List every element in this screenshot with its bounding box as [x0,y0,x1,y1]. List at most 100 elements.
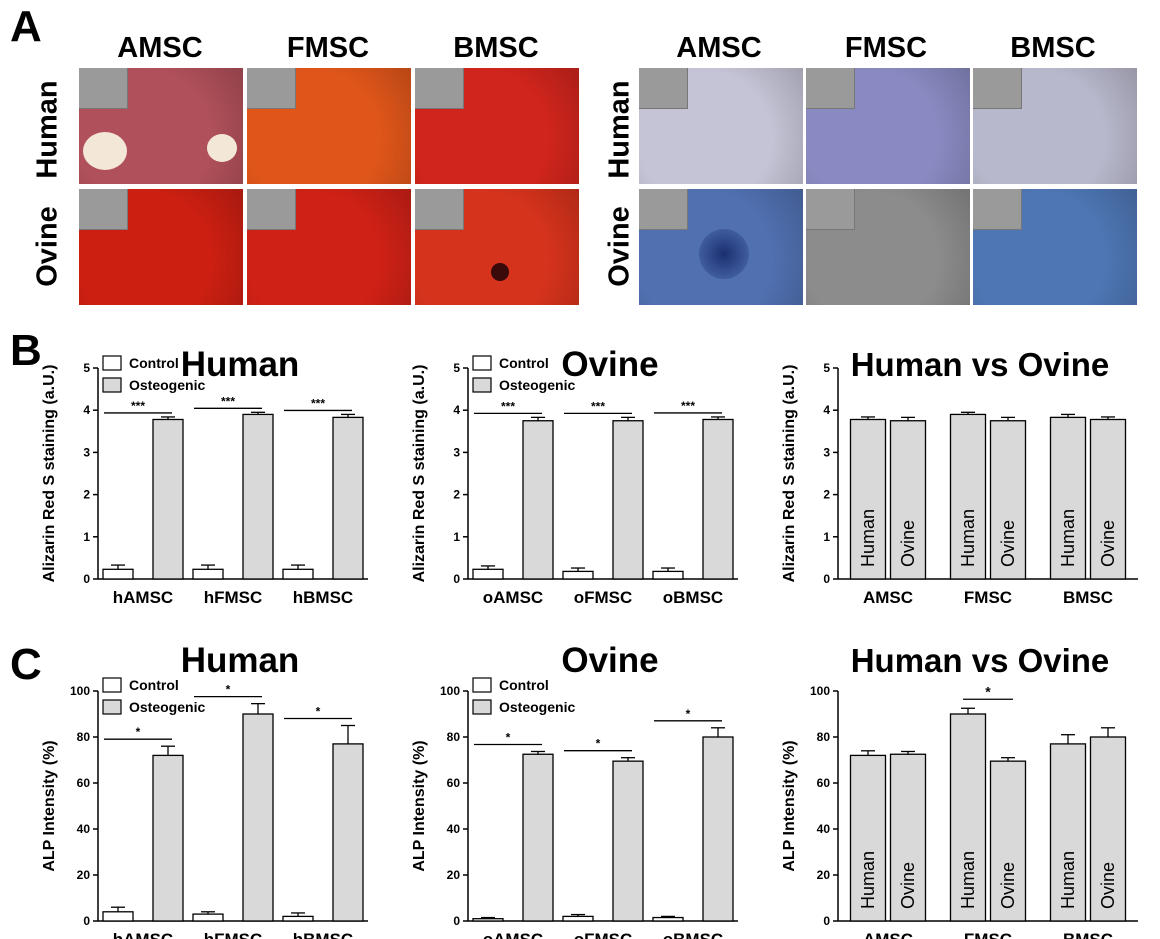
y-tick-label: 4 [453,403,460,417]
micrograph-inset [639,68,688,109]
x-tick-label: FMSC [964,588,1012,607]
x-tick-label: oAMSC [483,930,543,939]
micrograph-human-bmsc-alp [973,68,1137,184]
micrograph-inset [973,68,1022,109]
bar-text-label: Ovine [998,520,1018,567]
bar-osteogenic [522,753,554,922]
bar-text-label: Human [958,509,978,567]
significance-star: * [596,737,601,751]
chart-alp-ovine: Ovine ALP Intensity (%) 0 20 40 60 80 100 oAMSC *… [411,641,738,939]
y-tick-label: 100 [810,684,830,698]
micrograph-inset [247,189,296,230]
bar-text-label: Human [958,851,978,909]
micrograph-human-bmsc-alizarin [415,68,579,184]
y-tick-label: 60 [77,776,91,790]
x-tick-label: hBMSC [293,930,353,939]
bar-control [652,916,684,922]
legend-swatch-control [102,677,122,693]
legend-label-osteogenic: Osteogenic [129,699,205,715]
row-label-ovine-right: Ovine [603,206,636,287]
bar-text-label: Ovine [898,862,918,909]
x-tick-label: hBMSC [293,588,353,607]
bar-human [949,413,987,580]
y-tick-label: 60 [817,776,831,790]
bar-control [562,570,594,580]
row-label-human-right: Human [603,80,636,179]
micrograph-ovine-amsc-alp [639,189,803,305]
significance-star: * [136,725,141,739]
row-label-human-left: Human [31,80,64,179]
col-label-fmsc-right: FMSC [844,32,928,64]
bar-control [472,918,504,922]
bar-osteogenic [242,713,274,922]
y-tick-label: 0 [83,572,90,586]
y-axis-label: ALP Intensity (%) [781,740,798,871]
chart-title: Human [181,641,300,680]
y-tick-label: 80 [817,730,831,744]
y-tick-label: 80 [77,730,91,744]
bar-control [652,570,684,580]
chart-title: Ovine [561,641,658,680]
significance-star: *** [311,396,325,410]
y-tick-label: 20 [77,868,91,882]
legend-swatch-osteogenic [102,377,122,393]
bar-osteogenic [702,736,734,922]
legend-swatch-control [472,677,492,693]
bar-ovine [889,753,927,922]
x-tick-label: oFMSC [574,930,633,939]
y-tick-label: 0 [823,914,830,928]
x-tick-label: oBMSC [663,588,723,607]
col-label-fmsc-left: FMSC [286,32,370,64]
bar-human [1049,416,1087,580]
y-tick-label: 40 [77,822,91,836]
chart-alizarin-ovine: Ovine Alizarin Red S staining (a.U.) 0 1 2 3 4… [411,345,738,607]
chart-title: Human [181,345,300,384]
bar-control [472,568,504,580]
legend-label-control: Control [129,677,179,693]
x-tick-label: FMSC [964,930,1012,939]
panel-letter-a: A [10,2,42,51]
bar-text-label: Ovine [898,520,918,567]
micrograph-inset [79,189,128,230]
y-tick-label: 0 [453,914,460,928]
legend-label-osteogenic: Osteogenic [129,377,205,393]
micrograph-human-amsc-alp [639,68,803,184]
micrograph-ovine-bmsc-alp [973,189,1137,305]
bar-control [562,915,594,922]
bar-text-label: Ovine [1098,862,1118,909]
micrograph-inset [806,189,855,230]
x-tick-label: hFMSC [204,930,263,939]
chart-alp-comparison: Human vs Ovine ALP Intensity (%) 0 20 40 60 80… [781,642,1138,939]
y-tick-label: 2 [823,488,830,502]
bar-control [102,911,134,922]
y-tick-label: 40 [817,822,831,836]
x-tick-label: hAMSC [113,930,173,939]
y-axis-label: ALP Intensity (%) [41,740,58,871]
micrograph-inset [973,189,1022,230]
x-tick-label: hFMSC [204,588,263,607]
legend-label-control: Control [129,355,179,371]
significance-star: *** [131,399,145,413]
y-axis-label: Alizarin Red S staining (a.U.) [411,365,428,583]
bar-human [849,418,887,580]
y-tick-label: 5 [83,361,90,375]
bar-osteogenic [152,754,184,922]
micrograph-inset [247,68,296,109]
x-tick-label: BMSC [1063,930,1113,939]
significance-star: *** [591,399,605,413]
micrograph-human-fmsc-alp [806,68,970,184]
y-tick-label: 60 [447,776,461,790]
y-tick-label: 3 [453,445,460,459]
legend-swatch-osteogenic [102,699,122,715]
y-axis-label: Alizarin Red S staining (a.U.) [41,365,58,583]
micrograph-inset [415,68,464,109]
legend-swatch-osteogenic [472,377,492,393]
bar-human [1049,743,1087,922]
bar-osteogenic [332,416,364,580]
y-tick-label: 5 [823,361,830,375]
chart-title: Human vs Ovine [851,346,1110,383]
bar-ovine [1089,736,1127,922]
chart-alp-human: Human ALP Intensity (%) 0 20 40 60 80 100 hAMSC *… [41,641,368,939]
y-tick-label: 1 [453,530,460,544]
bar-text-label: Human [858,509,878,567]
